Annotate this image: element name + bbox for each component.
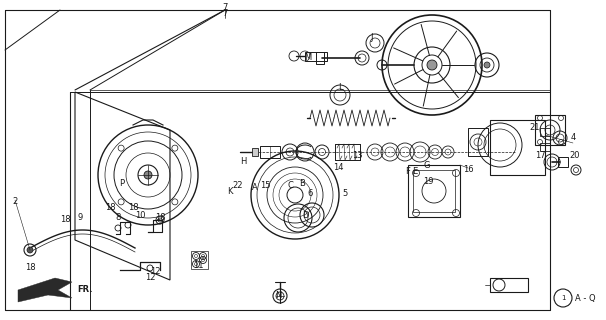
Text: 18: 18 [59, 215, 70, 225]
Text: E: E [412, 167, 418, 177]
Text: 22: 22 [233, 180, 243, 189]
Text: 5: 5 [342, 188, 348, 197]
Text: N: N [275, 291, 281, 300]
Text: 8: 8 [115, 213, 121, 222]
Text: 9: 9 [78, 213, 82, 222]
Text: F: F [405, 167, 410, 177]
Bar [191, 251, 208, 269]
Text: 10: 10 [135, 212, 145, 220]
Text: FR.: FR. [77, 285, 93, 294]
Text: 20: 20 [570, 150, 581, 159]
Text: P: P [119, 179, 125, 188]
Text: D: D [302, 211, 308, 220]
Text: 11: 11 [193, 260, 203, 269]
Text: 14: 14 [333, 164, 343, 172]
Bar [540, 143, 550, 151]
Text: 12: 12 [150, 268, 160, 276]
Text: C: C [287, 180, 293, 189]
Text: 18: 18 [105, 203, 115, 212]
Circle shape [144, 171, 152, 179]
Text: 13: 13 [351, 150, 362, 159]
Bar [468, 128, 488, 156]
Text: A: A [252, 183, 258, 193]
Text: B: B [299, 179, 305, 188]
Text: M: M [304, 53, 311, 62]
Text: 15: 15 [260, 180, 270, 189]
Text: 18: 18 [25, 263, 35, 273]
Text: L: L [338, 84, 342, 92]
Text: 4: 4 [570, 133, 576, 142]
Bar [305, 52, 327, 61]
Text: 16: 16 [463, 165, 473, 174]
Text: H: H [240, 157, 246, 166]
Bar [490, 278, 528, 292]
Text: 2: 2 [12, 197, 18, 206]
Circle shape [484, 62, 490, 68]
Text: A - Q: A - Q [574, 293, 595, 302]
Text: 12: 12 [145, 274, 155, 283]
Text: 1: 1 [561, 295, 565, 301]
Text: 17: 17 [534, 150, 545, 159]
Text: J: J [371, 34, 373, 43]
Bar [413, 170, 455, 212]
Text: 6: 6 [307, 188, 313, 197]
Text: 21: 21 [530, 124, 541, 132]
Text: 18: 18 [155, 213, 165, 222]
Circle shape [427, 60, 437, 70]
Text: 18: 18 [128, 203, 138, 212]
Bar [316, 52, 324, 64]
Bar [540, 128, 550, 136]
Text: 7: 7 [222, 3, 228, 12]
Bar [490, 120, 545, 175]
Bar [408, 165, 460, 217]
Text: 7: 7 [222, 10, 228, 19]
Bar [260, 146, 280, 158]
Bar [252, 148, 258, 156]
Text: 19: 19 [423, 178, 433, 187]
Text: K: K [227, 188, 233, 196]
Polygon shape [18, 278, 72, 302]
Bar [535, 115, 565, 145]
Circle shape [27, 247, 33, 253]
Bar [558, 157, 568, 167]
Text: G: G [424, 161, 430, 170]
